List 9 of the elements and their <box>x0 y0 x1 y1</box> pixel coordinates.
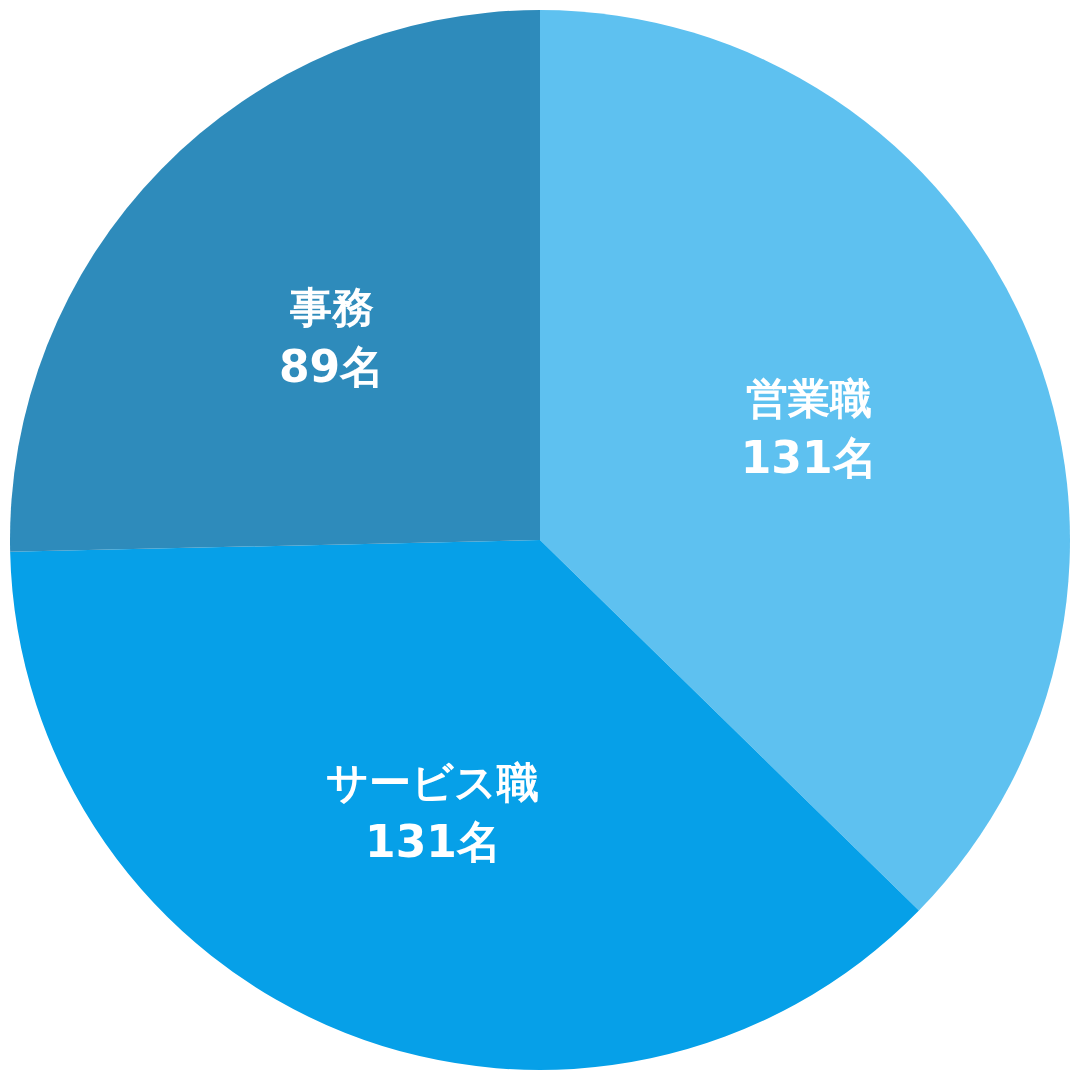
pie-slice <box>10 540 919 1070</box>
data-label: 89名 <box>278 341 385 393</box>
data-label: 131名 <box>740 431 877 483</box>
slice-label: サービス職 <box>326 758 540 808</box>
data-label: 131名 <box>365 816 501 868</box>
slice-label: 事務 <box>288 283 374 333</box>
pie-slice <box>540 10 1070 911</box>
pie-slice <box>10 10 540 552</box>
slice-label: 営業職 <box>745 373 872 423</box>
